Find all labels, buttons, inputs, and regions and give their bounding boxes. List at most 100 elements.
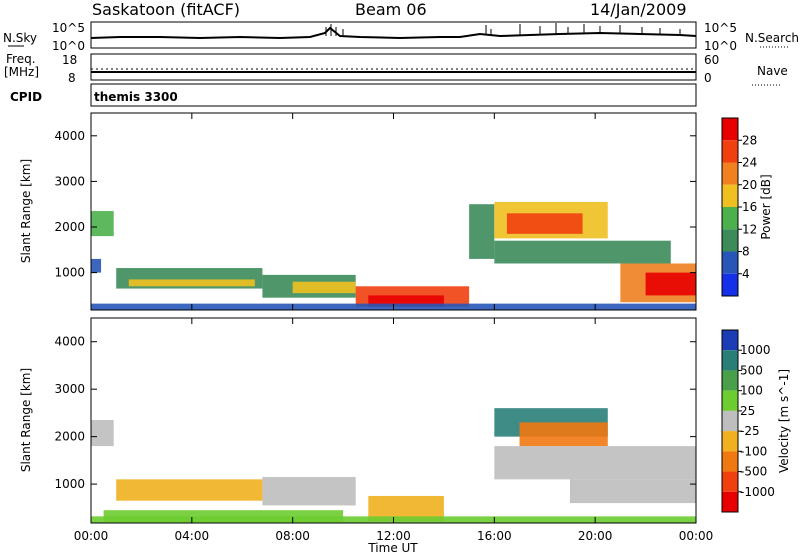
freq-panel: Freq. [MHz] 18 8 60 0 Nave — [4, 52, 788, 86]
power-region-0 — [91, 211, 114, 237]
freq-tick-bottom: 8 — [68, 71, 76, 85]
power-region-13 — [645, 272, 696, 296]
velocity-colorbar-cells — [722, 330, 738, 512]
velocity-ytick-label-0: 1000 — [54, 477, 85, 491]
freq-label-line1: Freq. — [6, 52, 36, 66]
power-colorbar-tick-label-6: 28 — [742, 133, 757, 147]
velocity-colorbar-ticks: 1000 500 100 25 -25 -100 -500 -1000 — [738, 343, 775, 499]
time-tick-label-1: 04:00 — [175, 529, 210, 543]
velocity-region-1 — [116, 479, 263, 501]
power-region-5 — [292, 281, 356, 294]
velocity-colorbar-tick-label-7: -1000 — [740, 485, 775, 499]
power-colorbar-label: Power [dB] — [759, 174, 773, 239]
cpid-panel: CPID themis 3300 — [10, 83, 697, 107]
velocity-panel: 1000 2000 3000 4000 Slant Range [km] — [19, 317, 697, 524]
velocity-region-0 — [91, 420, 114, 447]
power-colorbar-cell-3 — [722, 184, 738, 207]
velocity-colorbar-cell-6 — [722, 451, 738, 472]
velocity-ytick-label-3: 4000 — [54, 335, 85, 349]
time-tick-label-5: 20:00 — [578, 529, 613, 543]
velocity-colorbar-cell-1 — [722, 350, 738, 371]
freq-tick-top: 18 — [62, 53, 77, 67]
time-tick-label-6: 00:00 — [679, 529, 714, 543]
power-colorbar-cell-7 — [722, 273, 738, 296]
power-regions — [91, 201, 696, 310]
velocity-colorbar-cell-8 — [722, 491, 738, 512]
power-colorbar-tick-label-4: 20 — [742, 178, 757, 192]
velocity-ylabel: Slant Range [km] — [19, 368, 33, 472]
power-ytick-label-1: 2000 — [54, 220, 85, 234]
power-ytick-label-0: 1000 — [54, 266, 85, 280]
velocity-colorbar-tick-label-5: -100 — [740, 444, 767, 458]
cpid-label: CPID — [10, 90, 42, 104]
power-region-7 — [368, 295, 444, 307]
velocity-colorbar-tick-label-1: 500 — [740, 363, 763, 377]
power-region-8 — [469, 204, 495, 259]
power-colorbar-cell-1 — [722, 140, 738, 163]
power-xticks — [90, 113, 697, 310]
power-yticks: 1000 2000 3000 4000 — [54, 129, 696, 280]
velocity-colorbar: 1000 500 100 25 -25 -100 -500 -1000 Velocity [m… — [721, 329, 791, 513]
power-colorbar-cell-6 — [722, 251, 738, 274]
nsky-tick-top: 10^5 — [52, 21, 85, 35]
time-tick-label-2: 08:00 — [275, 529, 310, 543]
power-colorbar-tick-label-3: 16 — [742, 200, 757, 214]
power-colorbar-cell-4 — [722, 207, 738, 230]
nsky-spikes — [325, 23, 681, 36]
power-region-11 — [494, 240, 671, 264]
power-panel: 1000 2000 3000 4000 Slant Range [km] — [19, 112, 697, 311]
time-tick-label-3: 12:00 — [376, 529, 411, 543]
velocity-ytick-label-2: 3000 — [54, 382, 85, 396]
station-title: Saskatoon (fitACF) — [92, 0, 240, 19]
nsearch-tick-top: 10^5 — [704, 21, 737, 35]
nsearch-label: N.Search — [745, 31, 799, 45]
velocity-region-6 — [519, 422, 608, 447]
velocity-colorbar-cell-7 — [722, 471, 738, 492]
velocity-region-8 — [569, 479, 696, 504]
velocity-ytick-label-1: 2000 — [54, 430, 85, 444]
nsky-tick-bottom: 10^0 — [52, 39, 85, 53]
power-region-3 — [128, 279, 255, 287]
power-ytick-label-2: 3000 — [54, 174, 85, 188]
date-title: 14/Jan/2009 — [590, 0, 687, 19]
velocity-colorbar-cell-4 — [722, 410, 738, 432]
velocity-yticks: 1000 2000 3000 4000 — [54, 335, 696, 491]
velocity-colorbar-tick-label-0: 1000 — [740, 343, 771, 357]
velocity-region-2 — [262, 476, 356, 506]
velocity-region-7 — [494, 446, 696, 480]
power-colorbar-cell-5 — [722, 229, 738, 252]
power-colorbar-cell-0 — [722, 118, 738, 141]
nave-label: Nave — [757, 64, 788, 78]
power-colorbar-tick-label-5: 24 — [742, 156, 757, 170]
velocity-colorbar-cell-3 — [722, 390, 738, 411]
velocity-colorbar-cell-2 — [722, 370, 738, 391]
nsearch-tick-bottom: 10^0 — [704, 39, 737, 53]
time-axis-title: Time UT — [367, 541, 418, 554]
power-colorbar-cells — [722, 118, 738, 296]
power-region-1 — [91, 258, 102, 273]
velocity-xticks — [90, 318, 697, 523]
velocity-region-3 — [103, 510, 344, 523]
velocity-colorbar-tick-label-6: -500 — [740, 465, 767, 479]
nave-tick-top: 60 — [704, 53, 719, 67]
power-colorbar-tick-label-1: 8 — [742, 245, 750, 259]
time-tick-label-4: 16:00 — [477, 529, 512, 543]
power-ylabel: Slant Range [km] — [19, 159, 33, 263]
power-colorbar-tick-label-2: 12 — [742, 222, 757, 236]
beam-title: Beam 06 — [355, 0, 427, 19]
velocity-colorbar-label: Velocity [m s^-1] — [777, 369, 791, 473]
velocity-colorbar-cell-0 — [722, 330, 738, 351]
power-colorbar: 4 8 12 16 20 24 28 Power [dB] — [721, 117, 773, 297]
nsky-label: N.Sky — [3, 31, 37, 45]
power-colorbar-ticks: 4 8 12 16 20 24 28 — [738, 133, 757, 281]
velocity-colorbar-tick-label-4: -25 — [740, 424, 760, 438]
freq-label-line2: [MHz] — [4, 65, 39, 79]
velocity-colorbar-cell-5 — [722, 431, 738, 452]
time-tick-label-0: 00:00 — [74, 529, 109, 543]
nave-tick-bottom: 0 — [704, 71, 712, 85]
nsky-panel: N.Sky 10^5 10^0 10^5 10^0 N.Search — [3, 21, 799, 53]
power-region-10 — [506, 213, 583, 234]
cpid-value: themis 3300 — [94, 90, 178, 104]
power-colorbar-cell-2 — [722, 162, 738, 185]
power-colorbar-tick-label-0: 4 — [742, 267, 750, 281]
